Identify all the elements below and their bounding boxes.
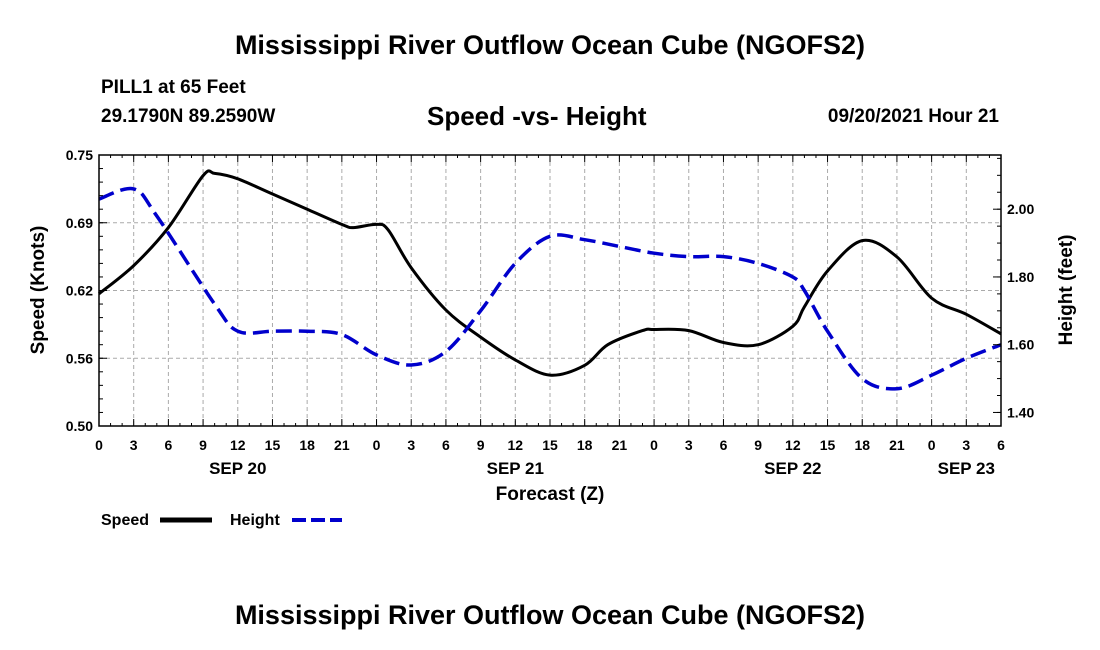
tick-marks — [98, 154, 1002, 427]
x-tick-label: 18 — [854, 437, 870, 453]
x-tick-label: 21 — [612, 437, 628, 453]
y-right-tick-label: 1.40 — [1007, 404, 1034, 420]
x-tick-label: 12 — [508, 437, 524, 453]
x-tick-label: 15 — [542, 437, 558, 453]
y-right-tick-label: 1.60 — [1007, 337, 1034, 353]
station-label: PILL1 at 65 Feet — [101, 77, 246, 98]
y-left-tick-label: 0.56 — [66, 350, 93, 366]
y-right-tick-label: 2.00 — [1007, 201, 1034, 217]
x-tick-label: 21 — [334, 437, 350, 453]
y-left-tick-label: 0.50 — [66, 418, 93, 434]
x-tick-label: 9 — [477, 437, 485, 453]
x-tick-label: 0 — [928, 437, 936, 453]
y-left-tick-label: 0.75 — [66, 147, 93, 163]
x-tick-label: 6 — [164, 437, 172, 453]
x-tick-label: 3 — [407, 437, 415, 453]
chart-footer-title: Mississippi River Outflow Ocean Cube (NG… — [234, 600, 866, 630]
x-tick-label: 9 — [754, 437, 762, 453]
x-tick-label: 0 — [650, 437, 658, 453]
x-date-label: SEP 22 — [764, 459, 821, 478]
y-axis-right-title: Height (feet) — [1056, 235, 1077, 346]
x-tick-label: 18 — [577, 437, 593, 453]
x-tick-label: 15 — [265, 437, 281, 453]
y-right-tick-label: 1.80 — [1007, 269, 1034, 285]
series-line-height — [98, 186, 1002, 391]
series-line-speed — [98, 169, 1002, 377]
x-tick-label: 12 — [230, 437, 246, 453]
x-tick-label: 0 — [95, 437, 103, 453]
chart-subtitle: Speed -vs- Height — [427, 101, 647, 131]
x-tick-label: 9 — [199, 437, 207, 453]
x-tick-label: 3 — [130, 437, 138, 453]
series-layer — [98, 169, 1002, 391]
y-left-tick-label: 0.69 — [66, 215, 93, 231]
x-tick-label: 6 — [997, 437, 1005, 453]
forecast-datetime: 09/20/2021 Hour 21 — [827, 106, 999, 127]
legend-height-label: Height — [230, 512, 280, 529]
tick-labels: 0 3 6 9 12 15 18 21 0 3 6 9 12 15 18 21 0 3 6 9 12 15 18 21 0 3 6S… — [66, 147, 1035, 478]
x-tick-label: 12 — [785, 437, 801, 453]
chart-main-title: Mississippi River Outflow Ocean Cube (NG… — [234, 30, 866, 60]
x-tick-label: 15 — [820, 437, 836, 453]
y-left-tick-label: 0.62 — [66, 283, 93, 299]
station-coordinates: 29.1790N 89.2590W — [101, 106, 276, 127]
x-tick-label: 18 — [299, 437, 315, 453]
x-date-label: SEP 21 — [487, 459, 544, 478]
x-tick-label: 6 — [720, 437, 728, 453]
grid-lines — [99, 155, 1001, 426]
x-date-label: SEP 20 — [209, 459, 266, 478]
x-tick-label: 3 — [685, 437, 693, 453]
x-axis-title: Forecast (Z) — [496, 484, 605, 505]
x-tick-label: 21 — [889, 437, 905, 453]
legend-speed-label: Speed — [101, 512, 149, 529]
legend: Speed Height — [101, 512, 342, 529]
x-tick-label: 0 — [373, 437, 381, 453]
x-tick-label: 6 — [442, 437, 450, 453]
x-tick-label: 3 — [962, 437, 970, 453]
y-axis-left-title: Speed (Knots) — [28, 226, 49, 355]
x-date-label: SEP 23 — [938, 459, 995, 478]
